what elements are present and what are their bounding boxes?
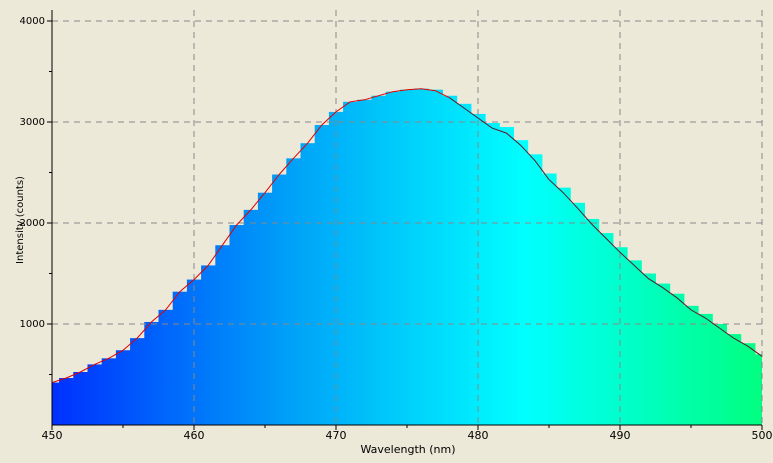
bar [442,95,458,425]
bar [598,233,614,425]
bar [172,291,188,425]
bar-area [52,88,762,425]
bar [371,95,387,425]
x-tick-label: 470 [326,429,347,442]
bar [399,89,415,425]
bar [428,89,443,425]
bar [655,283,671,425]
bar [229,225,245,425]
bar [73,371,88,425]
bar [627,260,642,425]
bar [257,192,273,425]
bar [513,140,529,425]
bar [343,101,358,425]
y-tick-label: 3000 [20,117,45,128]
bar [556,187,571,425]
bar [570,202,585,425]
x-tick-label: 450 [42,429,63,442]
bar [300,143,316,425]
bar [712,324,727,425]
bar [286,158,301,425]
spectrum-line [449,97,763,357]
bar [740,343,756,425]
bar [158,309,174,425]
bar [485,123,500,425]
bar [470,113,486,425]
bar [641,273,656,425]
bar [541,173,557,425]
bar [130,338,145,425]
x-tick-label: 500 [752,429,773,442]
bar [456,103,472,425]
bar [144,321,159,425]
bar [357,99,372,425]
bar [698,313,713,425]
bar [215,245,230,425]
y-tick-label: 4000 [20,16,45,27]
x-tick-label: 460 [184,429,205,442]
x-tick-label: 480 [468,429,489,442]
y-axis-label: Intensity (counts) [15,176,26,264]
bar [612,247,628,425]
bar [726,334,742,425]
bar [669,293,685,425]
bar [414,88,429,425]
bar [754,354,762,425]
y-tick-label: 1000 [20,319,45,330]
bar [87,364,103,425]
bar [385,91,401,425]
x-tick-label: 490 [610,429,631,442]
bar [527,154,543,425]
bar [52,382,60,425]
bar [499,127,514,425]
spectrum-line [51,88,450,384]
bar [59,378,74,425]
bar [683,305,699,425]
x-axis-label: Wavelength (nm) [360,443,455,456]
y-tick-label: 2000 [20,218,45,229]
bar [584,218,600,425]
bar [272,174,287,425]
bar [314,125,330,425]
bar [115,350,131,425]
bar [243,209,259,425]
bar [201,265,216,425]
bar [101,358,117,425]
